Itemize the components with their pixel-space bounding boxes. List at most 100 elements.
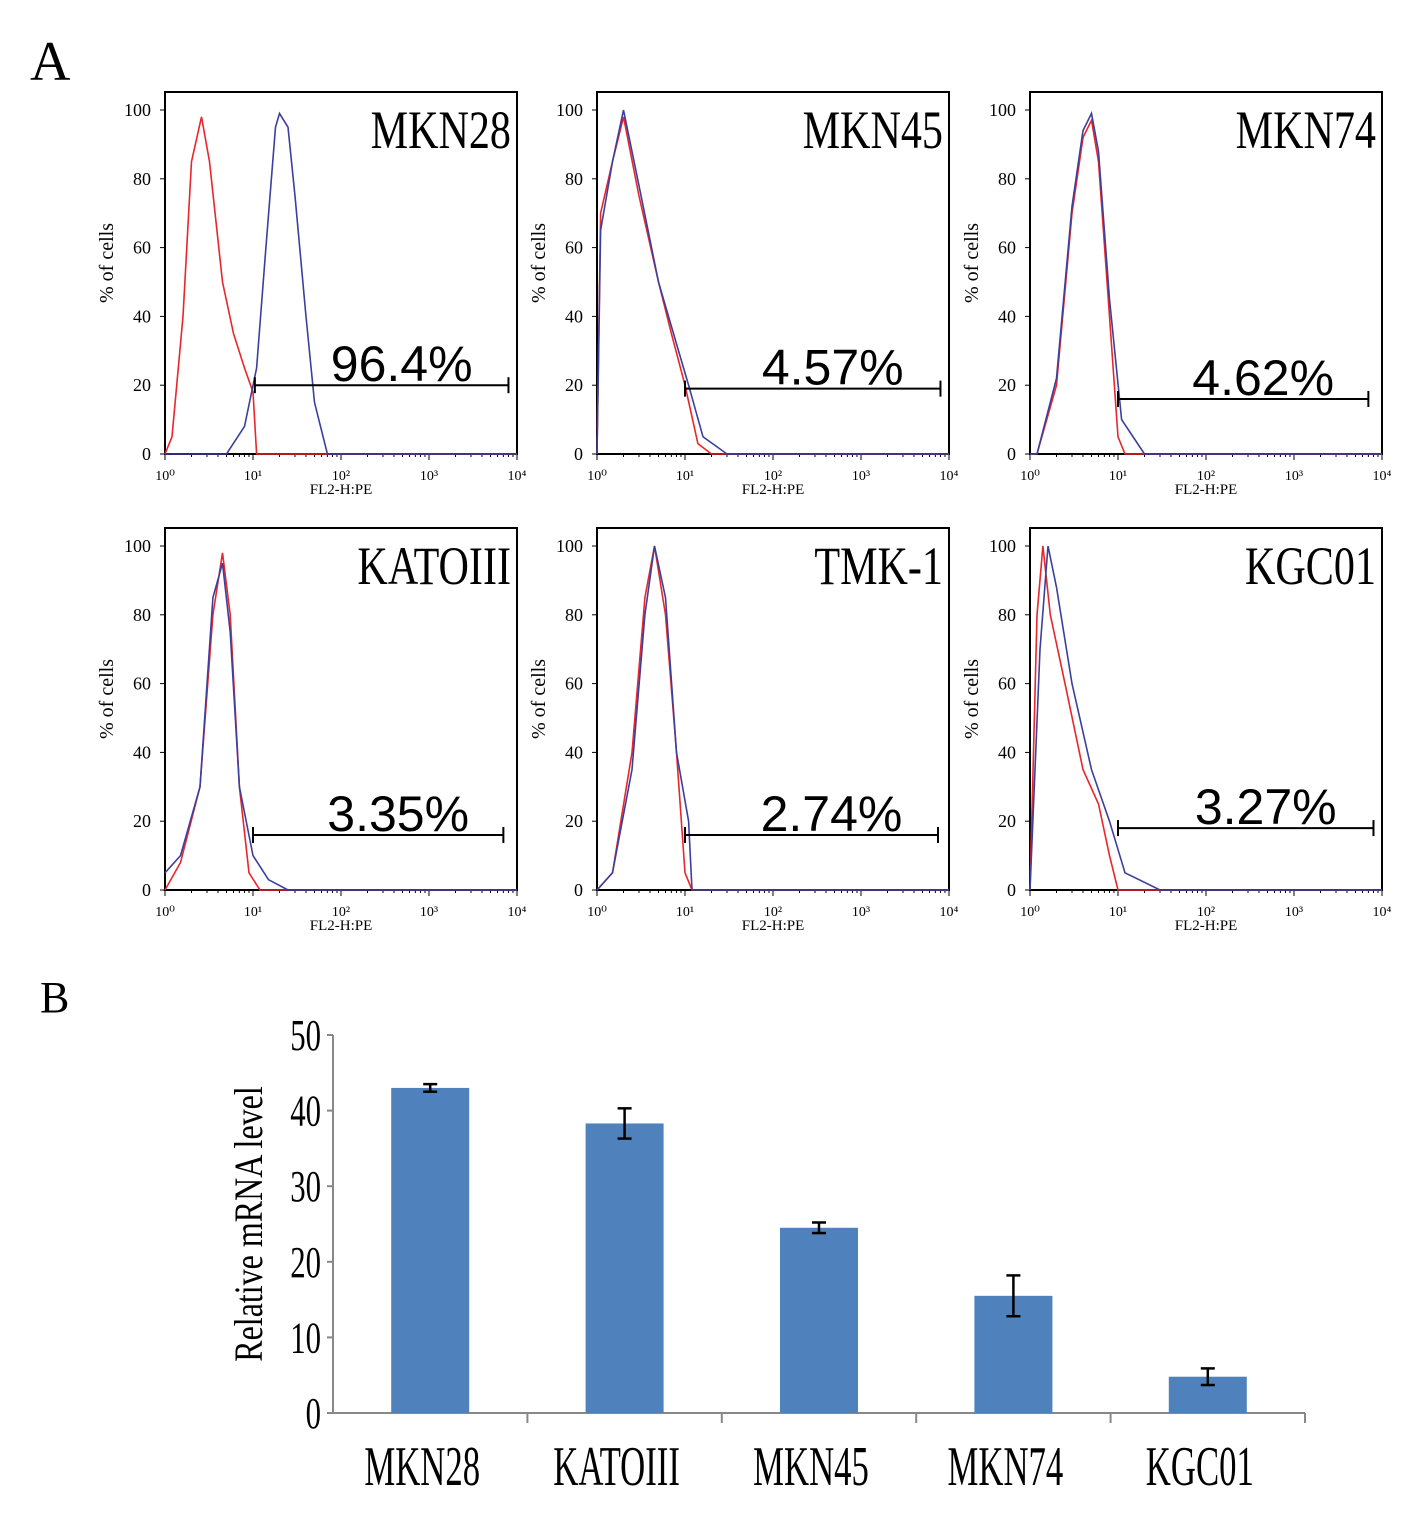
x-tick-label: 10⁴ [940,905,959,920]
cell-line-title: MKN28 [371,101,511,160]
bar-katoiii [585,1123,664,1413]
y-axis-label: % of cells [528,659,550,739]
x-tick-label: 10³ [852,905,870,920]
control-histogram-curve [596,545,949,891]
flow-histogram-panels: 0 20 40 60 80 100 10⁰ 10¹ 10² 10³ 10⁴ FL2-H:PE % of … [96,91,1392,934]
plot-frame [1029,91,1383,455]
histogram-panel-mkn74: 0 20 40 60 80 100 10⁰ 10¹ 10² 10³ 10⁴ FL2-H:PE % of … [961,91,1392,498]
stained-histogram-curve [165,111,517,455]
x-axis-label: FL2-H:PE [1175,918,1238,934]
x-tick-label: 10² [1197,469,1215,484]
plot-frame [164,527,518,891]
x-axis-label: FL2-H:PE [1175,482,1238,498]
gate-percentage: 3.35% [327,786,469,842]
plot-frame [596,527,950,891]
x-tick-label: 10² [1197,905,1215,920]
y-tick-label: 60 [565,238,583,258]
panel-label-a: A [30,31,71,93]
x-tick-label: 10⁰ [155,905,175,920]
x-axis-label: FL2-H:PE [310,482,373,498]
y-tick-label: 50 [290,1012,321,1061]
x-tick-label: 10³ [1285,469,1303,484]
histogram-panel-mkn28: 0 20 40 60 80 100 10⁰ 10¹ 10² 10³ 10⁴ FL2-H:PE % of … [96,91,527,498]
gate-percentage: 4.57% [762,340,904,396]
x-tick-label: 10⁰ [1020,469,1040,484]
x-tick-label: 10³ [420,469,438,484]
x-tick-label: 10¹ [1109,469,1127,484]
x-tick-label: 10¹ [676,905,694,920]
stained-histogram-curve [596,109,949,455]
y-axis-label: Relative mRNA level [227,1086,271,1361]
y-tick-label: 20 [133,375,151,395]
x-tick-label: 10⁴ [508,469,527,484]
y-tick-label: 60 [565,674,583,694]
x-tick-label: 10¹ [676,469,694,484]
x-tick-label: 10² [764,905,782,920]
y-tick-label: 20 [565,375,583,395]
control-histogram-curve [164,552,517,891]
x-tick-label: 10³ [420,905,438,920]
y-tick-label: 100 [124,536,151,556]
stained-histogram-curve [596,545,949,891]
y-tick-label: 20 [998,811,1016,831]
x-axis-label: FL2-H:PE [742,482,805,498]
y-tick-label: 100 [989,100,1016,120]
y-axis-label: % of cells [96,659,118,739]
cell-line-title: MKN45 [803,101,943,160]
x-tick-label: 10⁰ [155,469,175,484]
x-tick-label: 10¹ [244,469,262,484]
x-tick-label: 10⁰ [587,905,607,920]
y-tick-label: 0 [142,444,151,464]
plot-frame [164,91,518,455]
panel-label-b: B [40,973,69,1022]
x-tick-label: 10⁴ [508,905,527,920]
category-label: KGC01 [1146,1436,1254,1499]
stained-histogram-curve [1029,545,1382,891]
y-axis-label: % of cells [961,223,983,303]
histogram-panel-tmk-1: 0 20 40 60 80 100 10⁰ 10¹ 10² 10³ 10⁴ FL2-H:PE % of … [528,527,959,934]
y-tick-label: 30 [290,1163,321,1212]
x-tick-label: 10² [332,905,350,920]
y-tick-label: 20 [290,1239,321,1288]
y-tick-label: 0 [1007,880,1016,900]
stained-histogram-curve [1030,110,1382,455]
y-tick-label: 60 [998,238,1016,258]
y-tick-label: 100 [556,100,583,120]
y-axis-label: % of cells [528,223,550,303]
y-tick-label: 80 [565,605,583,625]
histogram-panel-katoiii: 0 20 40 60 80 100 10⁰ 10¹ 10² 10³ 10⁴ FL2-H:PE % of … [96,527,527,934]
y-tick-label: 10 [290,1314,321,1363]
category-label: MKN28 [364,1436,480,1499]
y-tick-label: 40 [133,742,151,762]
gate-percentage: 96.4% [331,336,473,392]
category-label: MKN74 [948,1436,1064,1499]
x-axis-label: FL2-H:PE [310,918,373,934]
y-tick-label: 80 [998,605,1016,625]
y-tick-label: 20 [133,811,151,831]
y-tick-label: 0 [306,1390,321,1439]
x-tick-label: 10² [764,469,782,484]
y-tick-label: 0 [142,880,151,900]
y-tick-label: 40 [998,742,1016,762]
y-tick-label: 60 [133,238,151,258]
plot-frame [1029,527,1383,891]
bar-mkn45 [780,1227,858,1413]
histogram-panel-kgc01: 0 20 40 60 80 100 10⁰ 10¹ 10² 10³ 10⁴ FL2-H:PE % of … [961,527,1392,934]
y-tick-label: 80 [133,605,151,625]
y-tick-label: 0 [574,444,583,464]
control-histogram-curve [1029,545,1382,891]
cell-line-title: KATOIII [357,537,511,596]
x-tick-label: 10¹ [244,905,262,920]
y-tick-label: 80 [565,169,583,189]
x-tick-label: 10⁴ [940,469,959,484]
x-tick-label: 10⁴ [1373,469,1392,484]
stained-histogram-curve [164,562,517,891]
cell-line-title: MKN74 [1236,101,1376,160]
y-tick-label: 40 [565,306,583,326]
y-tick-label: 100 [556,536,583,556]
y-tick-label: 20 [565,811,583,831]
y-tick-label: 0 [574,880,583,900]
cell-line-title: TMK-1 [814,537,943,596]
y-tick-label: 80 [998,169,1016,189]
